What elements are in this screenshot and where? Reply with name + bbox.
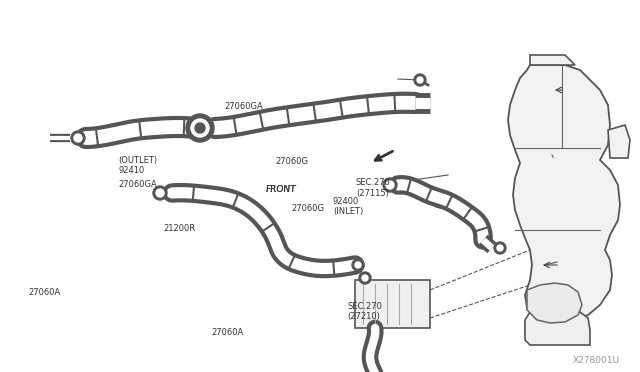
Text: FRONT: FRONT xyxy=(266,185,296,194)
Polygon shape xyxy=(530,55,575,65)
Circle shape xyxy=(74,134,82,142)
Text: 27060GA: 27060GA xyxy=(224,102,263,110)
Circle shape xyxy=(153,186,167,200)
Circle shape xyxy=(359,272,371,284)
Polygon shape xyxy=(508,65,620,322)
Polygon shape xyxy=(525,312,590,345)
Circle shape xyxy=(414,74,426,86)
Text: X278001U: X278001U xyxy=(573,356,620,365)
Text: 27060GA: 27060GA xyxy=(118,180,157,189)
Circle shape xyxy=(383,178,397,192)
Text: 27060G: 27060G xyxy=(275,157,308,166)
Circle shape xyxy=(186,114,214,142)
Circle shape xyxy=(386,181,394,189)
Circle shape xyxy=(195,123,205,133)
Text: 27060G: 27060G xyxy=(291,204,324,213)
Circle shape xyxy=(71,131,85,145)
Circle shape xyxy=(362,275,368,281)
Text: 27060A: 27060A xyxy=(211,328,243,337)
Text: 92400
(INLET): 92400 (INLET) xyxy=(333,197,363,216)
Circle shape xyxy=(494,242,506,254)
Text: 21200R: 21200R xyxy=(163,224,195,233)
Text: SEC.270
(27210): SEC.270 (27210) xyxy=(348,302,382,321)
Text: SEC.270
(27115): SEC.270 (27115) xyxy=(356,178,390,198)
Circle shape xyxy=(191,119,209,137)
Circle shape xyxy=(355,262,361,268)
Text: 27060A: 27060A xyxy=(29,288,61,296)
Circle shape xyxy=(497,245,503,251)
Bar xyxy=(355,280,430,328)
Circle shape xyxy=(417,77,423,83)
Text: FRONT: FRONT xyxy=(266,185,296,194)
Polygon shape xyxy=(608,125,630,158)
Text: (OUTLET)
92410: (OUTLET) 92410 xyxy=(118,156,157,175)
Circle shape xyxy=(352,259,364,271)
Polygon shape xyxy=(527,283,582,323)
Circle shape xyxy=(156,189,164,197)
